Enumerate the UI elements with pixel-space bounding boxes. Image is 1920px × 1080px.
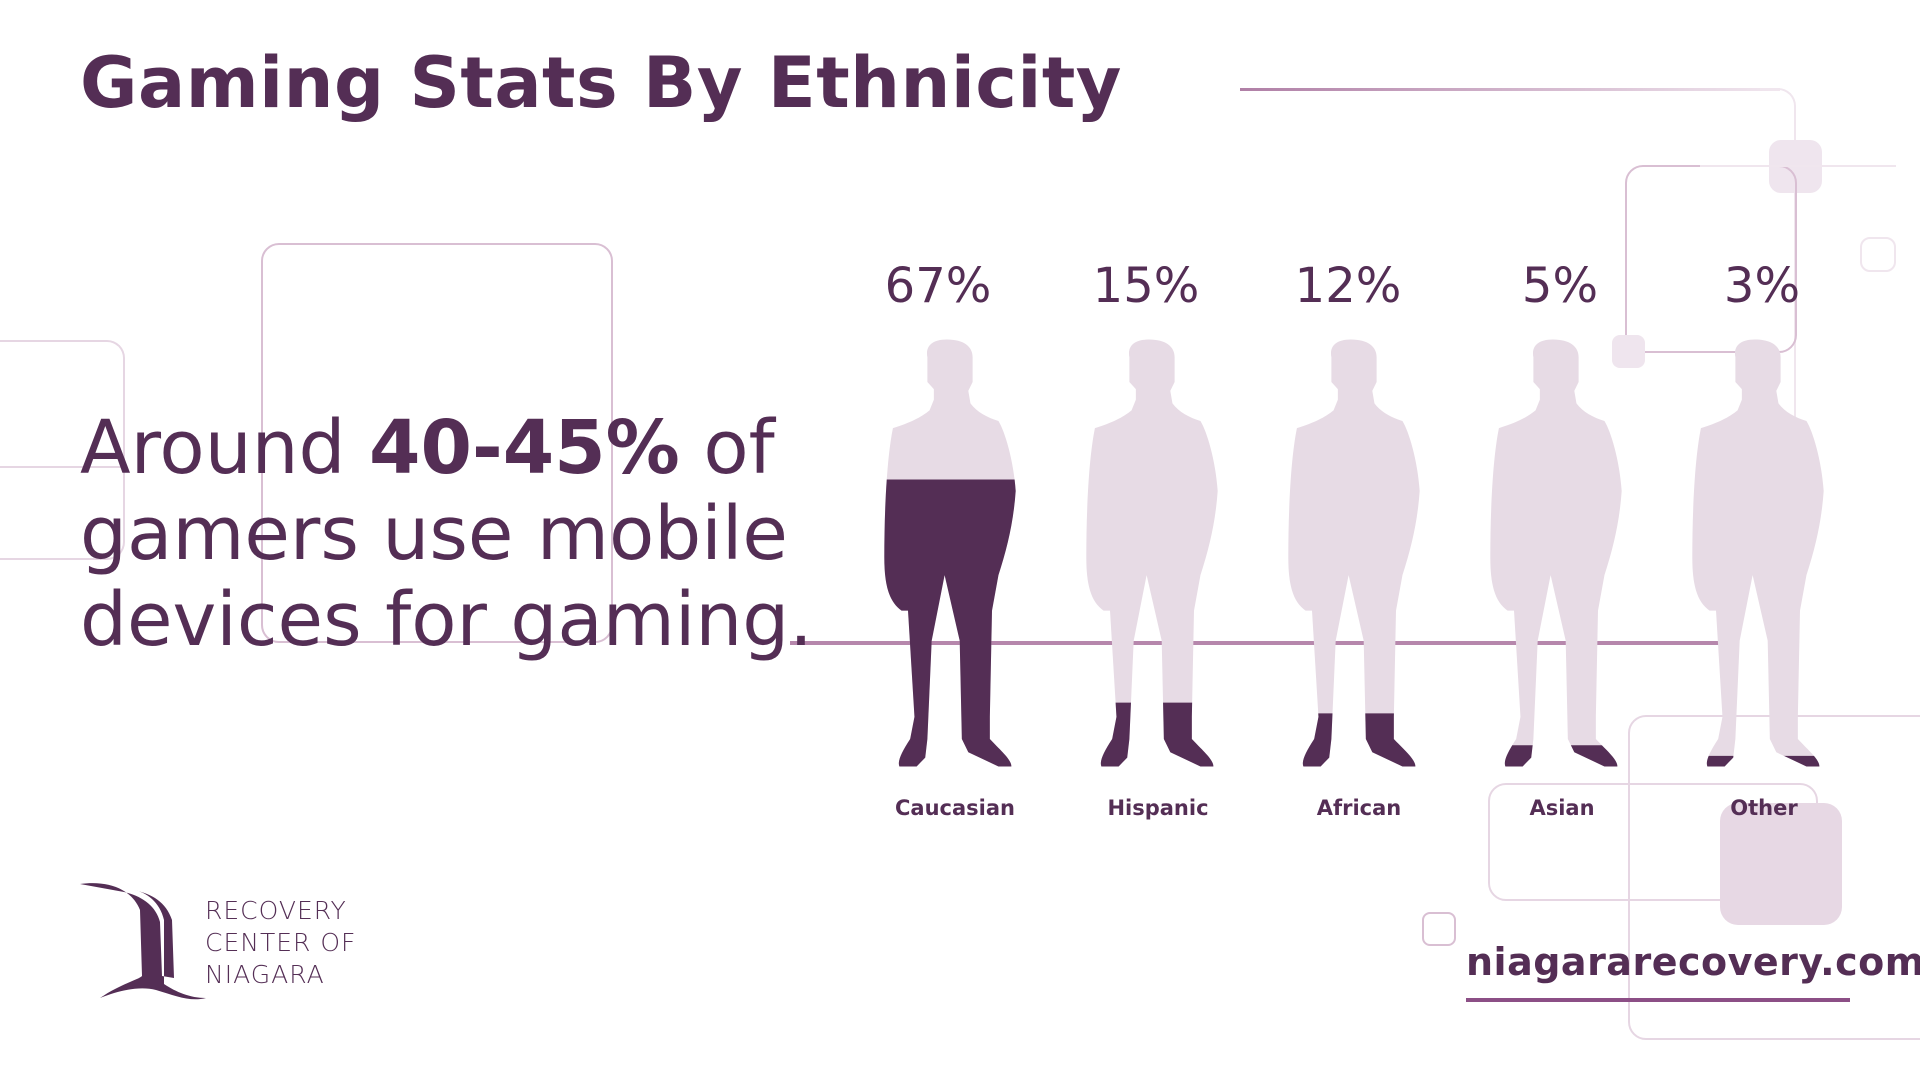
- logo-line-3: NIAGARA: [205, 960, 325, 989]
- deco-frame-right-edge: [1700, 165, 1896, 167]
- value-label-other: 3%: [1723, 258, 1801, 314]
- category-label-caucasian: Caucasian: [895, 796, 1015, 820]
- page-title: Gaming Stats By Ethnicity: [80, 42, 1122, 124]
- deco-square-url: [1422, 912, 1456, 946]
- deco-frame-left-large: [261, 243, 613, 643]
- headline-suffix: of gamers use mobile devices for gaming.: [80, 405, 813, 663]
- person-icon-african: [1288, 339, 1420, 767]
- logo-line-2: CENTER OF: [205, 928, 357, 957]
- person-icon-asian: [1490, 339, 1622, 767]
- category-label-hispanic: Hispanic: [1107, 796, 1209, 820]
- person-icon-caucasian: [884, 339, 1016, 767]
- value-label-african: 12%: [1294, 258, 1402, 314]
- deco-hline-left: [0, 466, 125, 468]
- logo-mark-icon: [80, 883, 206, 1000]
- headline-prefix: Around: [80, 405, 369, 491]
- website-link[interactable]: niagararecovery.com: [1466, 940, 1920, 984]
- category-label-other: Other: [1730, 796, 1798, 820]
- deco-square-small: [1612, 335, 1645, 368]
- value-label-caucasian: 67%: [884, 258, 992, 314]
- deco-frame-right-tiny: [1860, 237, 1896, 272]
- deco-square-bottom: [1720, 803, 1842, 925]
- website-underline: [1466, 998, 1850, 1002]
- headline-stat: Around 40-45% of gamers use mobile devic…: [80, 405, 840, 663]
- person-icon-other: [1692, 339, 1824, 767]
- value-label-hispanic: 15%: [1092, 258, 1200, 314]
- logo-text: RECOVERY CENTER OF NIAGARA: [205, 895, 356, 991]
- deco-hline-mid: [790, 641, 1725, 645]
- deco-top-line: [1240, 88, 1780, 91]
- headline-highlight: 40-45%: [369, 405, 680, 491]
- person-icon-hispanic: [1086, 339, 1218, 767]
- deco-frame-left-small: [0, 340, 125, 560]
- category-label-asian: Asian: [1529, 796, 1595, 820]
- category-label-african: African: [1316, 796, 1402, 820]
- logo-line-1: RECOVERY: [205, 896, 347, 925]
- value-label-asian: 5%: [1521, 258, 1599, 314]
